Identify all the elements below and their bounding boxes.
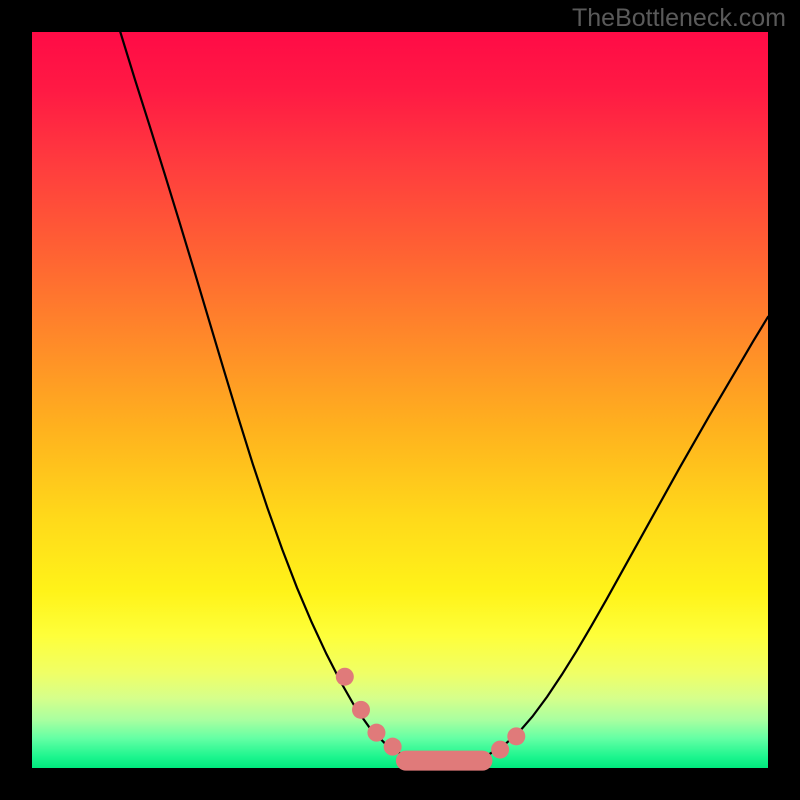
plot-background	[32, 32, 768, 768]
curve-marker	[507, 727, 525, 745]
chart-svg	[0, 0, 800, 800]
curve-marker	[384, 738, 402, 756]
curve-marker	[491, 741, 509, 759]
curve-marker	[352, 701, 370, 719]
curve-marker	[367, 724, 385, 742]
watermark-text: TheBottleneck.com	[572, 4, 786, 33]
chart-stage: TheBottleneck.com	[0, 0, 800, 800]
curve-marker	[396, 751, 493, 771]
curve-marker	[336, 668, 354, 686]
